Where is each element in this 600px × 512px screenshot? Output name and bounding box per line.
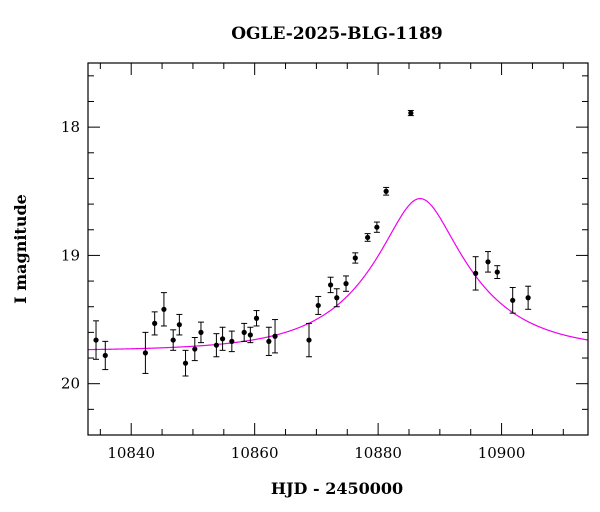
point-marker (176, 322, 182, 328)
data-point (241, 322, 248, 342)
point-marker (219, 336, 226, 342)
data-point (472, 256, 479, 291)
point-marker (152, 320, 158, 326)
point-marker (213, 342, 219, 348)
data-point (102, 340, 109, 371)
point-marker (343, 281, 349, 287)
data-point (509, 286, 516, 314)
point-marker (93, 337, 99, 343)
point-marker (161, 306, 167, 312)
data-point (213, 333, 220, 358)
x-tick-label: 10860 (231, 444, 279, 462)
point-marker (102, 352, 108, 359)
point-marker (525, 295, 531, 301)
point-marker (327, 282, 334, 288)
point-marker (241, 329, 247, 335)
point-marker (473, 270, 479, 276)
data-point (485, 251, 491, 273)
point-marker (253, 315, 260, 321)
model-curve (87, 198, 589, 351)
data-point (191, 337, 198, 362)
data-point (494, 265, 501, 280)
point-marker (485, 259, 491, 265)
data-points (93, 109, 532, 377)
data-point (160, 292, 167, 327)
data-point (327, 276, 334, 294)
data-point (343, 275, 350, 292)
y-tick-label: 18 (61, 118, 80, 136)
x-axis-label: HJD - 2450000 (271, 479, 403, 498)
point-marker (192, 346, 198, 352)
data-point (228, 330, 235, 353)
point-marker (266, 338, 272, 344)
data-point (383, 186, 390, 196)
point-marker (408, 110, 414, 116)
data-point (176, 313, 183, 336)
data-point (265, 326, 272, 356)
point-marker (334, 295, 340, 301)
axis-ticks: 10840 10860 10880 10900 18 19 20 (61, 63, 588, 462)
data-point (93, 320, 100, 360)
chart-title: OGLE-2025-BLG-1189 (231, 24, 443, 44)
point-marker (198, 329, 204, 335)
y-axis-label: I magnitude (11, 194, 30, 304)
data-point (272, 319, 279, 354)
point-marker (315, 302, 321, 309)
plot-frame (87, 62, 589, 436)
x-tick-label: 10840 (107, 444, 155, 462)
data-point (315, 295, 322, 315)
data-point (407, 109, 414, 117)
data-point (352, 252, 359, 264)
point-marker (272, 333, 278, 339)
point-marker (229, 338, 235, 344)
point-marker (306, 337, 312, 343)
y-tick-label: 20 (61, 375, 80, 393)
data-point (197, 321, 204, 344)
x-tick-label: 10900 (478, 444, 526, 462)
x-tick-label: 10880 (354, 444, 402, 462)
data-point (333, 288, 340, 308)
point-marker (352, 255, 358, 261)
point-marker (374, 224, 380, 230)
point-marker (383, 188, 389, 194)
point-marker (365, 234, 371, 241)
data-point (305, 322, 312, 358)
data-point (151, 311, 158, 336)
data-point (253, 310, 260, 327)
data-point (182, 349, 189, 377)
point-marker (247, 332, 253, 338)
point-marker (494, 269, 500, 275)
data-point (373, 221, 380, 233)
data-point (219, 326, 226, 351)
point-marker (510, 297, 516, 303)
data-point (247, 326, 254, 344)
point-marker (142, 350, 149, 356)
data-point (142, 331, 149, 374)
point-marker (182, 360, 189, 366)
y-tick-label: 19 (61, 246, 80, 264)
point-marker (170, 337, 176, 343)
data-point (364, 233, 371, 242)
data-point (170, 329, 177, 351)
data-point (525, 285, 532, 310)
